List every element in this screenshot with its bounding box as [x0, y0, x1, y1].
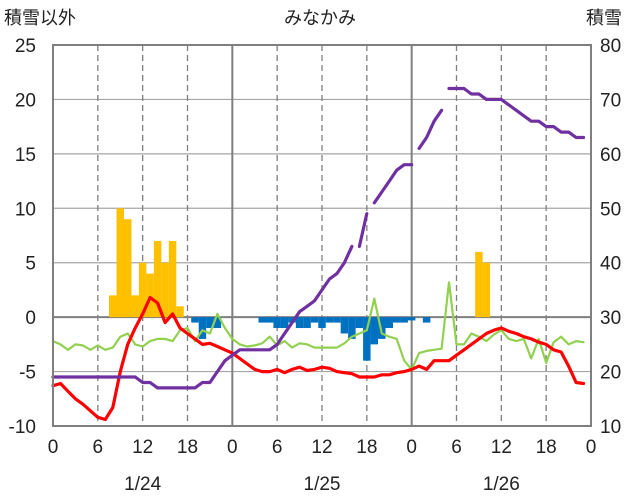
snow-decrease-bar: [407, 317, 416, 321]
x-tick-label: 0: [227, 437, 238, 458]
snow-decrease-bar: [363, 317, 371, 361]
left-tick-label: -5: [19, 363, 36, 384]
snow-depth-line: [417, 108, 444, 150]
x-tick-label: 6: [93, 437, 104, 458]
snowfall-bar: [146, 273, 154, 318]
series-lines: [51, 86, 586, 422]
left-tick-label: 5: [25, 254, 36, 275]
snowfall-bars: [109, 208, 491, 318]
snowfall-bar: [123, 219, 132, 318]
left-tick-label: 0: [25, 308, 36, 329]
snow-decrease-bar: [273, 317, 281, 329]
date-label: 1/26: [483, 474, 520, 495]
right-tick-label: 70: [600, 90, 621, 111]
temperature-line: [51, 295, 586, 422]
left-tick-label: -10: [9, 417, 36, 438]
right-tick-label: 40: [600, 254, 621, 275]
x-tick-label: 0: [406, 437, 417, 458]
snow-decrease-bar: [303, 317, 311, 329]
snow-decrease-bar: [258, 317, 266, 323]
right-tick-label: 10: [600, 417, 621, 438]
x-tick-label: 6: [451, 437, 462, 458]
left-axis-label: 積雪以外: [4, 8, 76, 28]
date-labels: 1/24 1/25 1/26: [124, 474, 520, 495]
snowfall-bar: [176, 306, 184, 318]
snowfall-bar: [161, 262, 169, 318]
right-tick-label: 20: [600, 363, 621, 384]
right-tick-label: 30: [600, 308, 621, 329]
left-tick-label: 15: [15, 145, 36, 166]
x-tick-label: 12: [311, 437, 332, 458]
snowfall-bar: [153, 240, 162, 318]
x-tick-label: 0: [48, 437, 59, 458]
right-axis-label: 積雪: [586, 8, 622, 28]
x-tick-label: 18: [177, 437, 198, 458]
snowfall-bar: [116, 208, 124, 318]
x-tick-label: 6: [272, 437, 283, 458]
x-tick-label: 18: [356, 437, 377, 458]
x-tick-label: 12: [132, 437, 153, 458]
snow-decrease-bar: [206, 317, 214, 329]
left-tick-label: 20: [15, 90, 36, 111]
snow-decrease-bar: [422, 317, 431, 323]
snow-decrease-bars: [191, 317, 431, 361]
snow-depth-line: [51, 244, 354, 390]
snow-decrease-bar: [265, 317, 274, 323]
snow-decrease-bar: [355, 317, 364, 329]
snow-decrease-bar: [198, 317, 207, 339]
snow-decrease-bar: [333, 317, 341, 323]
snow-decrease-bar: [378, 317, 386, 339]
date-label: 1/25: [304, 474, 341, 495]
x-tick-label: 12: [491, 437, 512, 458]
snowfall-bar: [131, 295, 139, 318]
snowfall-bar: [109, 295, 117, 318]
snow-depth-line: [357, 212, 369, 248]
snowfall-bar: [482, 262, 491, 318]
snow-decrease-bar: [318, 317, 326, 329]
chart-title: みなかみ: [284, 8, 356, 28]
right-tick-label: 80: [600, 36, 621, 57]
snow-decrease-bar: [213, 317, 222, 329]
snow-decrease-bar: [385, 317, 393, 329]
snow-decrease-bar: [392, 317, 401, 323]
snow-decrease-bar: [370, 317, 379, 345]
snow-decrease-bar: [400, 317, 408, 323]
x-axis-ticks: 0 6 12 18 0 6 12 18 0 6 12 18 0: [48, 437, 597, 458]
x-tick-label: 0: [586, 437, 597, 458]
snow-depth-line: [372, 163, 414, 205]
snowfall-bar: [168, 240, 177, 318]
snow-decrease-bar: [295, 317, 304, 329]
snow-decrease-bar: [340, 317, 349, 334]
x-tick-label: 18: [536, 437, 557, 458]
snow-decrease-bar: [348, 317, 356, 339]
date-label: 1/24: [124, 474, 161, 495]
right-tick-label: 50: [600, 199, 621, 220]
left-tick-label: 25: [15, 36, 36, 57]
right-axis-ticks: 80 70 60 50 40 30 20 10: [600, 36, 621, 438]
snow-decrease-bar: [325, 317, 334, 323]
right-tick-label: 60: [600, 145, 621, 166]
dew-point-line: [51, 281, 585, 371]
snow-decrease-bar: [310, 317, 319, 323]
left-axis-ticks: 25 20 15 10 5 0 -5 -10: [9, 36, 36, 438]
snowfall-bar: [138, 262, 147, 318]
plot-frame: [52, 44, 592, 427]
left-tick-label: 10: [15, 199, 36, 220]
snowfall-bar: [475, 251, 483, 318]
snow-depth-line: [447, 86, 586, 140]
snow-decrease-bar: [280, 317, 289, 329]
snow-decrease-bar: [191, 317, 199, 323]
